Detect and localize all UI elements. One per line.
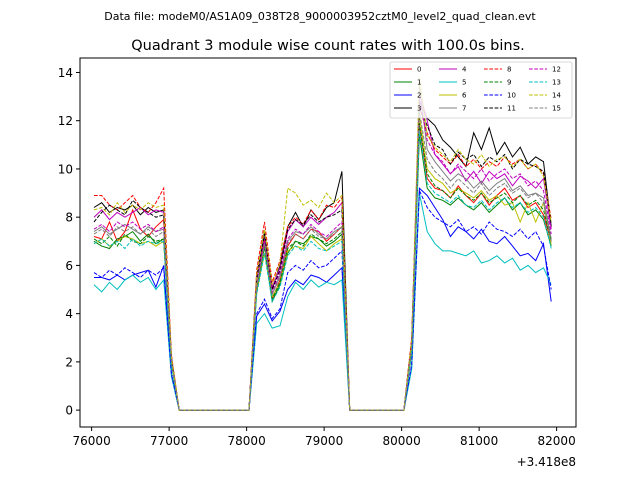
legend-label-9: 9	[507, 79, 511, 87]
x-tick-label: 79000	[305, 434, 343, 448]
plot-area	[93, 77, 552, 411]
series-1-line	[93, 135, 552, 411]
legend-label-1: 1	[417, 79, 421, 87]
x-offset-label: +3.418e8	[517, 455, 576, 469]
y-tick-label: 4	[65, 307, 73, 321]
y-tick-label: 6	[65, 259, 73, 273]
legend-box	[389, 61, 573, 119]
legend-label-3: 3	[417, 105, 421, 113]
series-13-line	[93, 130, 552, 411]
legend-label-10: 10	[507, 92, 516, 100]
legend-label-7: 7	[462, 105, 466, 113]
y-tick-label: 10	[58, 162, 73, 176]
legend-label-12: 12	[552, 66, 561, 74]
chart-title: Quadrant 3 module wise count rates with …	[131, 38, 525, 54]
series-15-line	[93, 111, 552, 411]
series-5-line	[93, 193, 552, 411]
series-3-line	[93, 101, 552, 411]
x-tick-label: 81000	[460, 434, 498, 448]
series-11-line	[93, 108, 552, 411]
y-tick-label: 2	[65, 355, 73, 369]
x-tick-label: 76000	[73, 434, 111, 448]
y-tick-label: 0	[65, 404, 73, 418]
legend-label-6: 6	[462, 92, 467, 100]
legend-label-2: 2	[417, 92, 421, 100]
series-4-line	[93, 91, 552, 411]
legend-label-14: 14	[552, 92, 561, 100]
y-axis: 0 2 4 6 8 10 12 14	[58, 66, 80, 418]
axes-frame	[79, 57, 577, 428]
legend-label-0: 0	[417, 66, 421, 74]
y-tick-label: 12	[58, 114, 73, 128]
y-tick-label: 8	[65, 211, 73, 225]
x-tick-label: 80000	[383, 434, 421, 448]
x-tick-label: 82000	[538, 434, 576, 448]
x-tick-label: 77000	[150, 434, 188, 448]
series-14-line	[93, 77, 552, 411]
series-2-line	[94, 187, 552, 411]
y-tick-label: 14	[58, 66, 73, 80]
legend-label-15: 15	[552, 105, 561, 113]
series-10-line	[93, 190, 552, 411]
legend-label-8: 8	[507, 66, 511, 74]
legend-label-13: 13	[552, 79, 561, 87]
series-8-line	[94, 106, 552, 411]
x-tick-label: 78000	[228, 434, 266, 448]
x-axis: 76000 77000 78000 79000 80000 81000 82000	[73, 427, 576, 448]
legend-label-11: 11	[507, 105, 516, 113]
legend-label-5: 5	[462, 79, 466, 87]
series-12-line	[93, 96, 552, 411]
legend-label-4: 4	[462, 66, 467, 74]
figure-suptitle: Data file: modeM0/AS1A09_038T28_90000039…	[104, 10, 536, 23]
